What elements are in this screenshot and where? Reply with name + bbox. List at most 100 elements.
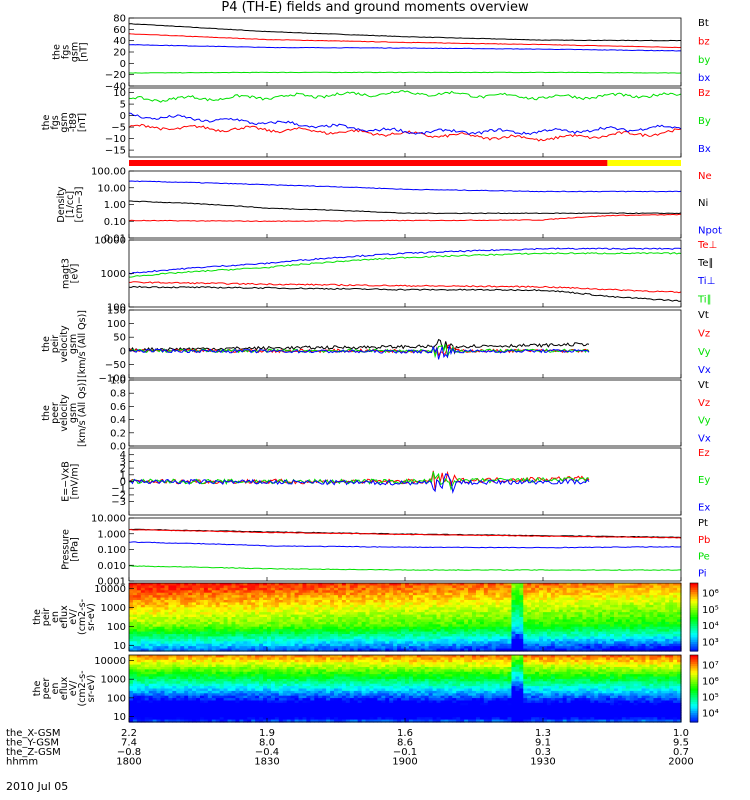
heatmap-cell [424,648,430,652]
heatmap-cell [503,590,509,594]
heatmap-cell [176,626,181,630]
heatmap-cell [290,587,296,591]
heatmap-cell [345,595,351,599]
heatmap-cell [314,617,319,621]
heatmap-cell [562,643,568,647]
heatmap-cell [602,621,607,625]
heatmap-cell [472,624,477,628]
heatmap-cell [227,648,233,652]
heatmap-cell [479,609,485,613]
heatmap-cell [361,602,367,606]
heatmap-cell [408,638,414,642]
heatmap-cell [361,587,367,591]
heatmap-cell [436,609,442,613]
heatmap-cell [136,693,142,697]
heatmap-cell [606,646,611,650]
heatmap-cell [168,678,173,682]
heatmap-cell [412,590,418,594]
heatmap-cell [270,595,276,599]
heatmap-cell [562,607,568,611]
heatmap-cell [176,624,181,628]
heatmap-cell [207,655,213,658]
heatmap-cell [361,619,367,623]
heatmap-cell [148,597,154,601]
heatmap-cell [665,648,670,652]
heatmap-cell [602,619,607,623]
heatmap-cell [377,583,382,587]
heatmap-cell [610,626,615,630]
heatmap-cell [531,634,536,638]
heatmap-cell [231,678,237,682]
heatmap-cell [184,602,189,606]
heatmap-cell [373,602,378,606]
heatmap-cell [491,587,497,591]
heatmap-cell [219,634,225,638]
heatmap-cell [129,719,134,723]
heatmap-cell [393,641,398,645]
heatmap-cell [562,600,568,604]
heatmap-cell [558,604,564,608]
heatmap-cell [148,695,154,699]
heatmap-cell [566,583,572,587]
heatmap-cell [582,614,587,618]
heatmap-cell [408,636,414,640]
heatmap-cell [531,617,536,621]
heatmap-cell [207,678,213,682]
heatmap-cell [160,602,166,606]
heatmap-cell [180,683,185,687]
heatmap-cell [274,590,280,594]
heatmap-cell [625,607,631,611]
heatmap-cell [495,614,501,618]
heatmap-cell [322,612,327,616]
heatmap-cell [613,643,619,647]
heatmap-cell [172,592,177,596]
heatmap-cell [211,646,217,650]
heatmap-cell [499,590,505,594]
heatmap-cell [148,614,154,618]
heatmap-cell [199,604,205,608]
heatmap-cell [353,592,359,596]
heatmap-cell [440,631,446,635]
heatmap-cell [211,695,217,699]
heatmap-cell [582,607,587,611]
heatmap-cell [164,655,170,658]
heatmap-cell [606,641,611,645]
heatmap-cell [140,629,146,633]
heatmap-cell [673,585,678,589]
heatmap-cell [397,624,402,628]
heatmap-cell [452,607,457,611]
heatmap-cell [310,638,315,642]
heatmap-cell [456,595,461,599]
heatmap-cell [231,717,237,721]
heatmap-cell [649,583,654,587]
heatmap-cell [337,638,343,642]
heatmap-cell [491,590,497,594]
heatmap-cell [223,612,229,616]
heatmap-cell [144,585,150,589]
heatmap-cell [188,585,193,589]
heatmap-cell [247,648,252,652]
heatmap-cell [381,597,386,601]
heatmap-cell [452,648,457,652]
heatmap-cell [452,624,457,628]
heatmap-cell [412,604,418,608]
heatmap-cell [267,600,272,604]
heatmap-cell [365,631,371,635]
heatmap-cell [306,619,311,623]
heatmap-cell [192,641,197,645]
heatmap-cell [539,597,544,601]
heatmap-cell [192,638,197,642]
heatmap-cell [349,621,355,625]
heatmap-cell [302,617,308,621]
heatmap-cell [255,597,260,601]
heatmap-cell [188,626,193,630]
heatmap-cell [468,626,473,630]
heatmap-cell [554,612,560,616]
heatmap-cell [322,600,327,604]
heatmap-cell [192,643,197,647]
heatmap-cell [180,712,185,716]
heatmap-cell [286,619,292,623]
heatmap-cell [129,698,134,702]
heatmap-cell [503,638,509,642]
